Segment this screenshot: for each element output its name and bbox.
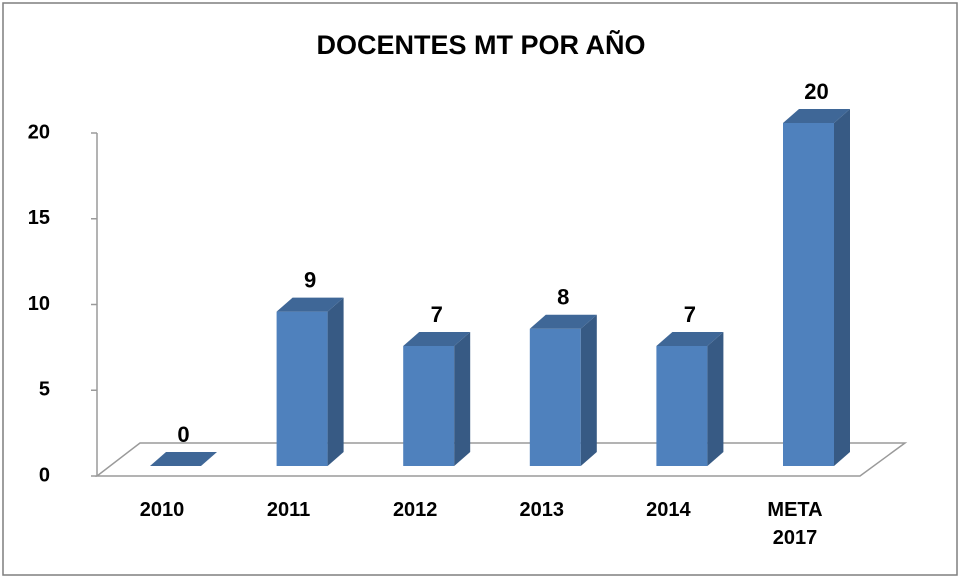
bar-side [834, 109, 850, 466]
bar-front [783, 123, 834, 466]
bar-side [707, 331, 724, 466]
data-label: 7 [684, 302, 696, 327]
bar-front [529, 328, 581, 466]
data-label: 8 [557, 285, 569, 310]
y-tick-label: 10 [28, 293, 50, 315]
bar-top [529, 314, 597, 329]
y-tick-label: 0 [39, 464, 50, 486]
bar-side [580, 314, 597, 466]
data-label: 9 [304, 267, 316, 292]
bar-side [454, 331, 471, 466]
bar-top [150, 452, 217, 466]
x-tick-label: 2012 [392, 499, 438, 521]
data-label: 20 [804, 79, 828, 104]
bar-top [783, 109, 850, 123]
bar-side [327, 297, 344, 466]
bar-front [403, 345, 455, 466]
bar-front [276, 311, 328, 466]
x-tick-label: 2013 [519, 499, 565, 521]
chart-title: DOCENTES MT POR AÑO [316, 29, 645, 60]
x-tick-label: 2014 [646, 499, 691, 521]
y-tick-label: 20 [28, 121, 50, 143]
bar [783, 109, 850, 466]
bar-top [656, 331, 724, 346]
bar-top [276, 297, 344, 312]
x-tick-label: 2011 [266, 499, 311, 521]
x-tick-label: 2010 [139, 499, 185, 521]
bar [656, 331, 724, 466]
bar [276, 297, 344, 466]
bar [403, 331, 471, 466]
y-tick-label: 15 [28, 207, 50, 229]
x-tick-label: META 2017 [767, 499, 823, 549]
bar-front [656, 345, 708, 466]
bar-top [403, 331, 471, 346]
bar [529, 314, 597, 466]
y-tick-label: 5 [39, 379, 50, 401]
data-label: 0 [177, 422, 189, 447]
bar [150, 452, 217, 466]
data-label: 7 [431, 302, 443, 327]
